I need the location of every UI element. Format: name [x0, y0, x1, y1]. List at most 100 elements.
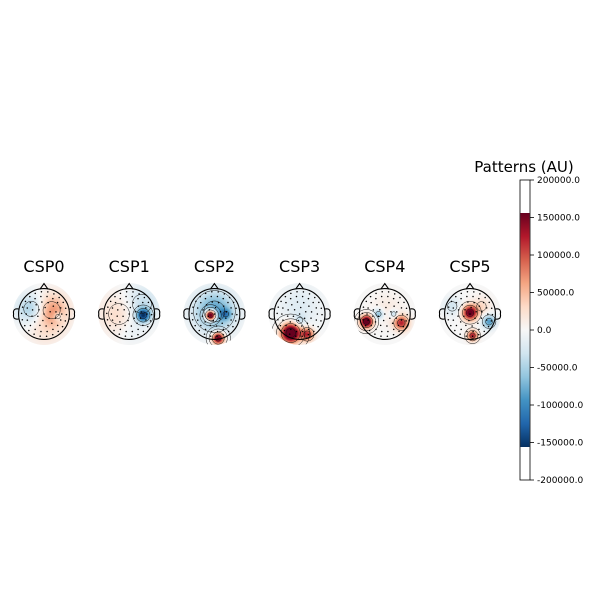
- electrode-dot: [398, 330, 400, 333]
- right-ear-icon: [239, 308, 246, 320]
- electrode-dot: [457, 309, 460, 311]
- contour-line: [464, 327, 481, 344]
- electrode-dot: [379, 309, 381, 311]
- electrode-dot: [138, 293, 140, 295]
- electrode-dot: [204, 321, 206, 323]
- electrode-dot: [34, 292, 37, 295]
- electrode-dot: [294, 324, 297, 327]
- electrode-dot: [29, 324, 32, 327]
- electrode-dot: [201, 315, 204, 317]
- contour-line: [465, 308, 475, 317]
- electrode-dot: [479, 293, 481, 295]
- left-ear-icon: [353, 308, 360, 320]
- electrode-dot: [129, 306, 132, 309]
- contour-line: [23, 301, 40, 317]
- electrode-dot: [366, 313, 368, 315]
- electrode-dot: [295, 335, 297, 337]
- electrode-dot: [64, 320, 67, 322]
- electrode-dot: [114, 324, 117, 327]
- electrode-dot: [114, 295, 116, 298]
- electrode-dot: [140, 311, 142, 313]
- electrode-dot: [387, 330, 389, 333]
- electrode-dot: [389, 317, 391, 319]
- electrode-dot: [149, 320, 152, 322]
- electrode-dot: [209, 324, 212, 327]
- electrode-dot: [376, 303, 378, 306]
- electrode-dot: [365, 300, 368, 303]
- electrode-dot: [21, 318, 24, 321]
- electrode-dot: [488, 301, 490, 304]
- electrode-dot: [204, 297, 207, 300]
- electrode-dot: [41, 301, 43, 303]
- electrode-dot: [390, 311, 392, 313]
- electrode-dot: [136, 322, 138, 325]
- electrode-dot: [400, 307, 403, 309]
- electrode-dot: [43, 313, 45, 315]
- electrode-dot: [59, 319, 62, 321]
- electrode-dot: [150, 307, 152, 310]
- contour-line: [132, 294, 152, 314]
- electrode-dot: [110, 313, 113, 315]
- electrode-dot: [292, 315, 295, 317]
- electrode-dot: [277, 306, 280, 308]
- electrode-dot: [387, 291, 390, 293]
- electrode-dot: [384, 313, 386, 315]
- electrode-dot: [208, 309, 211, 311]
- electrode-dot: [39, 335, 41, 337]
- electrode-dot: [487, 325, 490, 328]
- electrode-dot: [211, 290, 213, 293]
- electrode-dot: [230, 307, 232, 309]
- electrode-dot: [217, 301, 220, 304]
- electrode-dot: [474, 317, 476, 319]
- electrode-dot: [405, 307, 408, 310]
- electrode-dot: [47, 291, 49, 293]
- head-outline: [358, 288, 411, 340]
- electrode-dot: [222, 305, 225, 307]
- colorbar-tick-label: -100000.0: [537, 401, 583, 411]
- contour-line: [462, 304, 478, 321]
- electrode-dot: [24, 300, 27, 303]
- electrode-dot: [58, 296, 60, 299]
- electrode-dot: [52, 305, 55, 307]
- electrode-dot: [461, 303, 463, 306]
- electrode-dot: [397, 324, 400, 327]
- electrode-dot: [125, 290, 128, 293]
- electrode-dot: [216, 295, 219, 298]
- head-outline: [103, 288, 156, 340]
- electrode-dot: [286, 315, 289, 317]
- contour-line: [458, 301, 482, 325]
- electrode-dot: [118, 333, 121, 335]
- electrode-dot: [54, 317, 57, 319]
- electrode-dot: [106, 312, 108, 315]
- electrode-dot: [477, 322, 479, 325]
- electrode-dot: [397, 301, 400, 304]
- electrode-dot: [277, 318, 279, 321]
- electrode-dot: [393, 293, 396, 295]
- electrode-dot: [29, 301, 32, 304]
- electrode-dot: [315, 319, 318, 321]
- electrode-dot: [485, 307, 488, 309]
- electrode-dot: [46, 330, 48, 333]
- electrode-dot: [279, 324, 282, 327]
- electrode-dot: [364, 324, 367, 327]
- electrode-dot: [482, 324, 485, 327]
- electrode-dot: [291, 303, 293, 306]
- electrode-dot: [490, 307, 493, 310]
- electrode-dot: [314, 296, 316, 299]
- electrode-dot: [147, 301, 150, 304]
- electrode-dot: [216, 335, 218, 338]
- electrode-dot: [222, 333, 224, 336]
- electrode-dot: [446, 312, 449, 315]
- electrode-dot: [480, 317, 483, 319]
- colorbar-tick-label: 150000.0: [537, 214, 580, 224]
- electrode-dot: [466, 330, 468, 333]
- electrode-dot: [119, 297, 122, 300]
- electrode-dot: [200, 301, 202, 304]
- electrode-dot: [481, 311, 483, 313]
- electrode-dot: [215, 325, 218, 327]
- topomap-title: CSP2: [194, 257, 235, 276]
- electrode-dot: [295, 295, 298, 298]
- electrode-dot: [473, 301, 475, 304]
- electrode-dot: [26, 319, 29, 321]
